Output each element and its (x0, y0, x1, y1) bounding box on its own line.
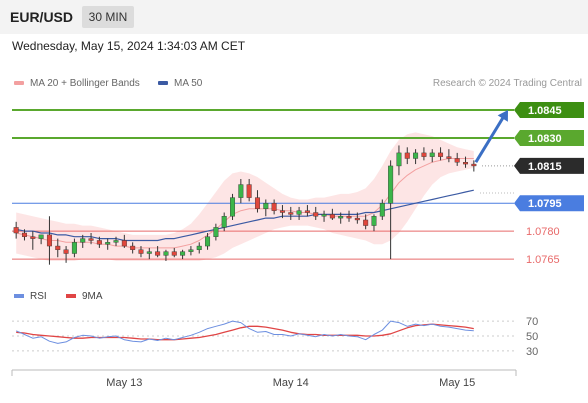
rsi-ma-swatch (66, 294, 76, 299)
candle-body (279, 210, 285, 213)
candle-body (163, 251, 169, 256)
candle-body (246, 184, 252, 198)
candle-body (463, 162, 469, 165)
candle-body (205, 236, 211, 247)
candle-body (388, 165, 394, 204)
candle-body (396, 152, 402, 167)
candle-body (146, 251, 152, 254)
candle-body (338, 216, 344, 219)
candle-body (96, 240, 102, 245)
rsi-ma-line (16, 323, 474, 341)
ma20-line (16, 158, 474, 249)
rsi-tick-50: 50 (526, 331, 538, 343)
candle-body (113, 240, 119, 243)
candle-body (30, 236, 36, 239)
candle-body (71, 242, 77, 254)
candle-body (221, 216, 227, 228)
legend-rsi-ma-label: 9MA (82, 291, 103, 302)
price-tag-1-0780: 1.0780 (526, 226, 560, 238)
x-tick-label: May 13 (106, 377, 142, 389)
candle-body (329, 214, 335, 219)
candle-body (471, 163, 477, 167)
candle-body (363, 219, 369, 226)
candle-body (171, 251, 177, 256)
ma50-swatch (158, 81, 168, 86)
candle-body (13, 227, 19, 234)
rsi-line (15, 320, 474, 344)
price-tag-1-0795: 1.0795 (528, 198, 562, 210)
rsi-swatch (14, 294, 24, 299)
candle-body (63, 249, 69, 254)
candle-body (105, 242, 111, 245)
credit-text: Research © 2024 Trading Central (432, 78, 582, 89)
candle-body (254, 197, 260, 209)
price-tag-1-0830: 1.0830 (528, 133, 562, 145)
candle-body (46, 234, 52, 247)
forecast-arrow (474, 115, 506, 163)
legend-rsi-label: RSI (30, 291, 47, 302)
candle-body (238, 184, 244, 198)
candle-body (404, 152, 410, 159)
candle-body (379, 202, 385, 217)
candle-body (230, 197, 236, 217)
candle-body (438, 152, 444, 157)
candle-body (38, 234, 44, 239)
price-tag-1-0845: 1.0845 (528, 105, 562, 117)
candle-body (371, 216, 377, 226)
price-tag-1-0765: 1.0765 (526, 254, 560, 266)
candle-body (55, 245, 61, 250)
candle-body (346, 216, 352, 219)
legend-ma50: MA 50 (158, 78, 202, 89)
price-tag-1-0815-bg (514, 157, 584, 174)
candle-body (421, 152, 427, 157)
rsi-tick-70: 70 (526, 316, 538, 328)
legend-rsi-ma: 9MA (66, 291, 103, 302)
price-tag-1-0795-bg (514, 195, 584, 212)
ma20-swatch (14, 81, 24, 86)
rsi-tick-30: 30 (526, 346, 538, 358)
x-tick-label: May 14 (273, 377, 309, 389)
legend-ma50-label: MA 50 (174, 78, 203, 89)
candle-body (263, 202, 269, 209)
candle-body (429, 152, 435, 157)
candle-body (413, 152, 419, 159)
candle-body (121, 240, 127, 247)
legend-ma20: MA 20 + Bollinger Bands (14, 78, 140, 89)
candle-body (21, 232, 27, 237)
forecast-arrow-head (497, 110, 508, 122)
legend-ma20-label: MA 20 + Bollinger Bands (30, 78, 140, 89)
candle-body (321, 214, 327, 217)
candle-body (155, 251, 161, 256)
candle-body (296, 210, 302, 215)
candle-body (138, 249, 144, 254)
candle-body (271, 202, 277, 211)
ma50-line (16, 189, 474, 242)
candle-body (304, 210, 310, 213)
price-tag-1-0845-bg (514, 102, 584, 119)
symbol-title: EUR/USD (10, 9, 74, 25)
header-bar: EUR/USD 30 MIN (0, 0, 588, 34)
candle-body (130, 245, 136, 250)
x-tick-label: May 15 (439, 377, 475, 389)
candle-body (88, 238, 94, 241)
candle-body (196, 245, 202, 250)
candle-body (454, 158, 460, 163)
candle-body (446, 156, 452, 159)
candle-body (288, 212, 294, 215)
candle-body (188, 249, 194, 252)
candle-body (80, 238, 86, 243)
candle-body (180, 251, 186, 256)
price-tag-1-0830-bg (514, 129, 584, 146)
bollinger-band (16, 132, 474, 261)
price-tag-1-0815: 1.0815 (528, 161, 562, 173)
legend-rsi: RSI (14, 291, 47, 302)
candle-body (313, 212, 319, 217)
candle-body (213, 227, 219, 237)
timeframe-button[interactable]: 30 MIN (82, 6, 134, 28)
candle-body (354, 217, 360, 221)
timestamp: Wednesday, May 15, 2024 1:34:03 AM CET (12, 39, 246, 53)
